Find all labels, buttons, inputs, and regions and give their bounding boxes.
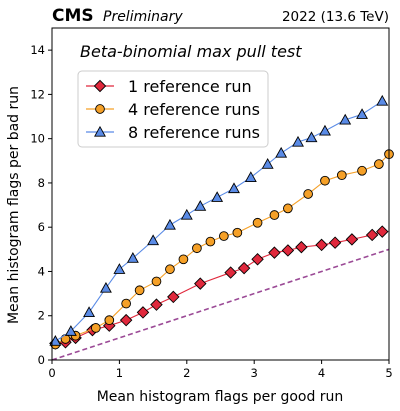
legend-label: 8 reference runs (128, 123, 260, 142)
legend-marker (93, 79, 107, 93)
data-point (232, 227, 243, 238)
data-point (365, 228, 379, 242)
data-point (90, 323, 101, 333)
data-point (305, 131, 318, 143)
data-point (357, 165, 367, 176)
data-point (244, 171, 257, 183)
data-point (113, 263, 126, 274)
y-tick-label: 14 (30, 43, 45, 57)
x-tick-label: 5 (385, 366, 392, 380)
data-point (167, 290, 180, 304)
data-point (292, 135, 304, 147)
y-tick-label: 0 (38, 353, 45, 367)
plot-marks (49, 94, 394, 361)
data-point (261, 157, 274, 169)
data-point (83, 306, 96, 318)
data-point (147, 234, 160, 246)
data-point (269, 210, 280, 220)
y-tick-label: 10 (30, 132, 45, 146)
preliminary-label: Preliminary (103, 9, 183, 25)
data-point (315, 238, 328, 252)
y-tick-label: 6 (38, 220, 45, 234)
data-point (219, 231, 229, 241)
x-tick-label: 3 (251, 366, 258, 380)
data-point (126, 252, 139, 263)
plot-annotation: Beta-binomial max pull test (80, 42, 302, 61)
cms-label: CMS (52, 6, 94, 26)
energy-label: 2022 (13.6 TeV) (282, 9, 389, 25)
data-point (194, 277, 207, 290)
data-point (121, 298, 131, 309)
data-point (194, 200, 207, 211)
data-point (64, 325, 77, 336)
x-tick-label: 2 (183, 366, 190, 380)
x-tick-label: 1 (116, 366, 123, 380)
diagonal-reference-line (51, 248, 390, 361)
data-point (211, 191, 224, 202)
legend-box (77, 70, 269, 148)
data-point (376, 94, 389, 106)
data-point (104, 315, 115, 326)
x-tick-label: 0 (48, 366, 55, 380)
data-point (303, 189, 313, 199)
data-point (103, 319, 116, 332)
data-point (151, 276, 162, 287)
data-point (336, 170, 347, 181)
data-point (268, 246, 281, 259)
data-point (237, 261, 251, 275)
data-point (283, 203, 293, 214)
series-line-2 (55, 153, 390, 345)
data-point (295, 240, 308, 254)
data-point (60, 334, 71, 344)
y-tick-label: 8 (38, 176, 45, 190)
plot-frame (51, 27, 390, 361)
data-point (281, 244, 295, 257)
data-point (205, 236, 216, 247)
data-point (345, 233, 359, 246)
data-point (376, 225, 389, 238)
x-axis-label: Mean histogram flags per good run (97, 389, 344, 405)
data-point (228, 182, 240, 194)
data-point (356, 108, 369, 119)
data-point (150, 298, 163, 311)
legend-marker (94, 125, 106, 137)
data-point (134, 285, 145, 296)
legend-label: 4 reference runs (128, 100, 260, 119)
legend-marker (95, 104, 105, 114)
y-tick-label: 12 (30, 87, 45, 101)
data-point (163, 218, 176, 230)
data-point (192, 243, 202, 254)
data-point (165, 264, 175, 275)
data-point (339, 113, 352, 125)
data-point (328, 236, 342, 249)
data-point (49, 335, 62, 346)
data-point (320, 175, 330, 186)
legend: 1 reference run 4 reference runs 8 referen… (77, 70, 269, 148)
data-point (252, 217, 263, 228)
data-point (180, 208, 193, 220)
legend-label: 1 reference run (128, 77, 252, 96)
data-point (178, 254, 189, 265)
data-point (374, 159, 384, 169)
data-point (224, 266, 237, 279)
data-point (119, 313, 133, 327)
data-point (251, 253, 264, 266)
y-tick-label: 2 (38, 309, 45, 323)
x-tick-label: 4 (318, 366, 325, 380)
data-point (319, 124, 331, 136)
y-axis-label: Mean histogram flags per bad run (6, 86, 22, 324)
data-point (99, 281, 112, 293)
data-point (136, 306, 150, 319)
data-point (275, 146, 288, 158)
y-tick-label: 4 (38, 264, 45, 278)
